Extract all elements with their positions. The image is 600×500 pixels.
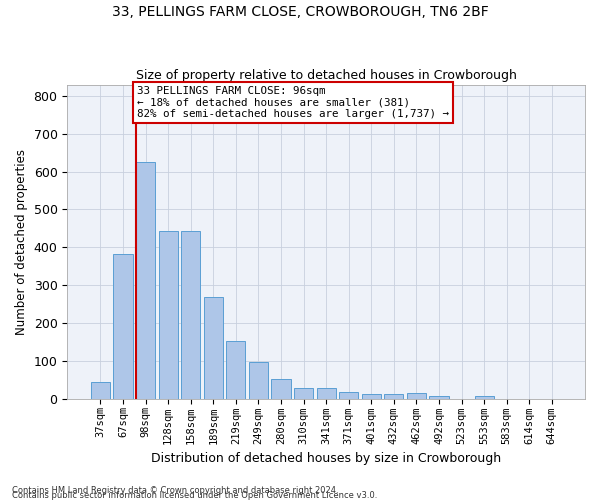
Bar (203, 297, 223, 398)
Bar (362, 394, 381, 398)
Title: Size of property relative to detached houses in Crowborough: Size of property relative to detached ho… (136, 69, 517, 82)
Bar (294, 388, 313, 398)
Text: Contains HM Land Registry data © Crown copyright and database right 2024.: Contains HM Land Registry data © Crown c… (12, 486, 338, 495)
Bar (317, 388, 336, 398)
Bar (226, 340, 245, 398)
Bar (339, 392, 358, 398)
Bar (407, 393, 426, 398)
Y-axis label: Number of detached properties: Number of detached properties (15, 148, 28, 334)
Bar (249, 362, 268, 399)
Bar (430, 396, 449, 398)
Bar (136, 162, 155, 398)
Bar (384, 394, 403, 398)
Bar (475, 396, 494, 398)
Bar (113, 254, 133, 398)
Bar (181, 231, 200, 398)
Bar (158, 231, 178, 398)
Text: 33, PELLINGS FARM CLOSE, CROWBOROUGH, TN6 2BF: 33, PELLINGS FARM CLOSE, CROWBOROUGH, TN… (112, 5, 488, 19)
X-axis label: Distribution of detached houses by size in Crowborough: Distribution of detached houses by size … (151, 452, 501, 465)
Bar (271, 379, 290, 398)
Text: Contains public sector information licensed under the Open Government Licence v3: Contains public sector information licen… (12, 491, 377, 500)
Text: 33 PELLINGS FARM CLOSE: 96sqm
← 18% of detached houses are smaller (381)
82% of : 33 PELLINGS FARM CLOSE: 96sqm ← 18% of d… (137, 86, 449, 120)
Bar (91, 382, 110, 398)
